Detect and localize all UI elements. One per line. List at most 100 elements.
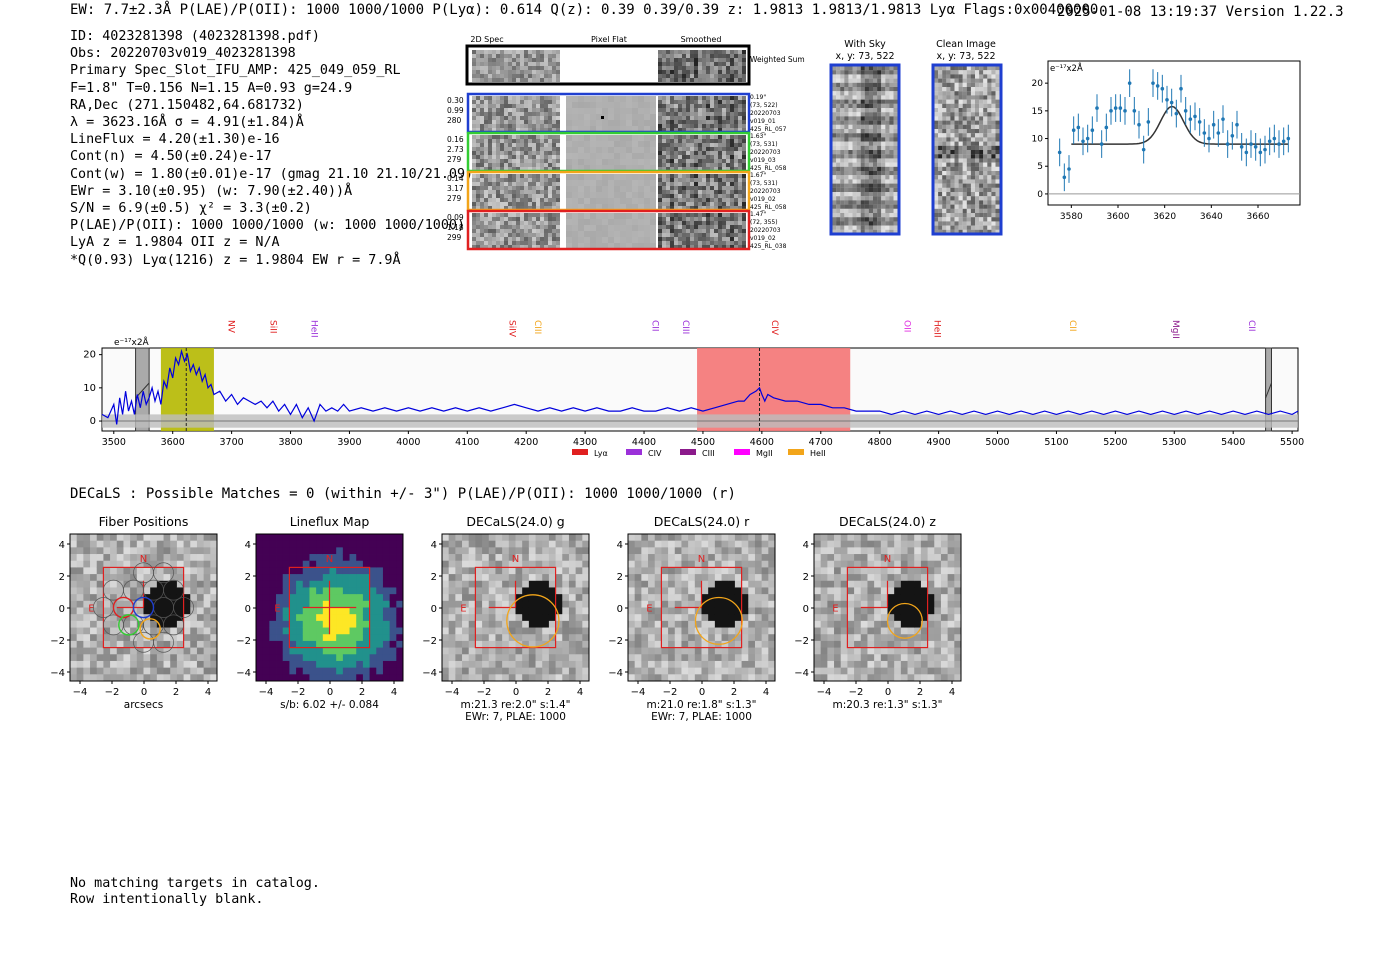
pixel — [991, 70, 996, 75]
pixel — [532, 147, 536, 151]
pixel — [738, 194, 742, 198]
pixel — [496, 202, 500, 206]
pixel — [950, 133, 955, 138]
pixel — [130, 594, 138, 602]
pixel — [524, 190, 528, 194]
pixel — [860, 187, 865, 193]
pixel — [500, 198, 504, 202]
pixel — [524, 96, 528, 100]
pixel — [136, 600, 144, 608]
pixel — [389, 667, 397, 675]
pixel — [885, 112, 890, 117]
pixel — [602, 186, 608, 192]
pixel — [83, 594, 91, 602]
pixel — [738, 213, 742, 217]
pixel — [496, 229, 500, 233]
pixel — [492, 213, 496, 217]
info-lineflux: LineFlux = 4.20(±1.30)e-16 — [70, 132, 280, 148]
pixel — [396, 627, 404, 635]
pixel — [836, 171, 841, 176]
pixel — [690, 167, 694, 171]
pixel — [462, 567, 470, 575]
pixel — [962, 166, 967, 172]
pixel — [958, 120, 963, 125]
pixel — [962, 213, 967, 218]
pixel — [584, 204, 590, 210]
pixel — [702, 155, 706, 159]
pixel — [836, 208, 841, 214]
pixel — [889, 137, 894, 142]
pixel — [666, 139, 670, 143]
pixel — [484, 120, 488, 124]
pixel — [520, 58, 524, 62]
pixel — [492, 182, 496, 186]
pixel — [544, 62, 548, 66]
pixel — [644, 141, 650, 147]
pixel — [946, 120, 951, 125]
pixel — [472, 70, 476, 74]
pixel — [893, 145, 898, 151]
pixel — [309, 534, 317, 542]
pixel — [203, 647, 211, 655]
pixel — [852, 95, 857, 100]
pixel — [722, 124, 726, 128]
pixel — [840, 116, 845, 121]
pixel — [472, 155, 476, 159]
pixel — [698, 143, 702, 147]
pixel — [548, 104, 552, 108]
pixel — [702, 233, 706, 237]
pixel — [678, 124, 682, 128]
pixel — [496, 178, 500, 182]
pixel — [942, 158, 947, 163]
pixel — [516, 151, 520, 155]
pixel — [462, 640, 470, 648]
pixel — [690, 225, 694, 229]
pixel — [848, 108, 853, 113]
pixel — [544, 225, 548, 229]
pixel — [508, 190, 512, 194]
pixel — [954, 103, 959, 109]
pixel — [552, 116, 556, 120]
pixel — [528, 54, 532, 58]
pixel — [536, 163, 540, 167]
pixel — [662, 120, 666, 124]
pixel — [116, 640, 124, 648]
pixel — [650, 135, 656, 141]
pixel — [524, 120, 528, 124]
pixel — [462, 647, 470, 655]
pixel — [342, 614, 350, 622]
pixel — [856, 179, 861, 184]
y-tick-label: 0 — [59, 604, 65, 615]
pixel — [544, 213, 548, 217]
pixel — [706, 159, 710, 163]
pixel — [893, 74, 898, 79]
pixel — [710, 229, 714, 233]
pixel — [349, 634, 357, 642]
pixel — [170, 580, 178, 588]
pixel — [508, 198, 512, 202]
pixel — [975, 150, 980, 155]
pixel — [682, 78, 686, 82]
pixel — [666, 217, 670, 221]
pixel — [596, 237, 602, 243]
pixel — [686, 104, 690, 108]
pixel — [670, 124, 674, 128]
pixel — [556, 159, 560, 163]
pixel — [524, 198, 528, 202]
pixel — [590, 120, 596, 126]
pixel — [958, 87, 963, 92]
pixel — [480, 108, 484, 112]
pixel — [96, 667, 104, 675]
pixel — [889, 116, 894, 121]
pixel — [702, 120, 706, 124]
pixel — [710, 96, 714, 100]
pixel — [96, 647, 104, 655]
pixel — [662, 163, 666, 167]
pixel — [130, 547, 138, 555]
pixel — [840, 175, 845, 180]
pixel — [962, 217, 967, 222]
pixel — [342, 660, 350, 669]
pixel — [130, 587, 138, 595]
pixel — [934, 150, 939, 155]
pixel — [476, 245, 480, 249]
